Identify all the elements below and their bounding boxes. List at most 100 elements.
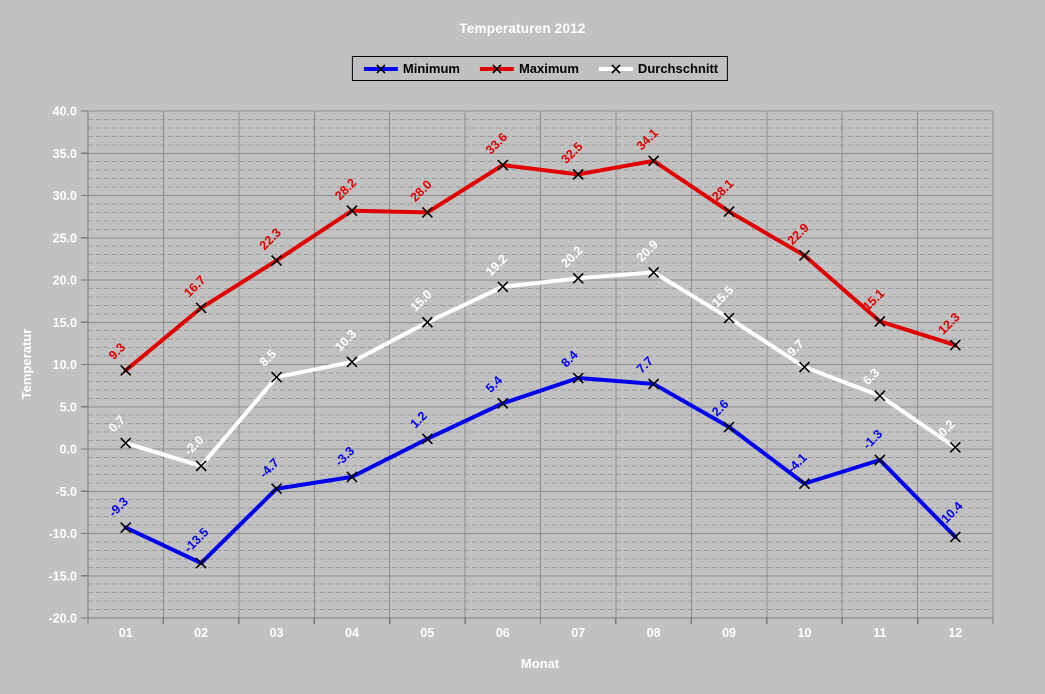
- y-tick-label: -20.0: [49, 612, 78, 626]
- x-tick-label: 03: [270, 626, 284, 640]
- x-marker-icon: [949, 531, 961, 543]
- data-label: -3.3: [332, 444, 357, 469]
- data-label: 20.2: [558, 243, 585, 270]
- x-marker-icon: [723, 312, 735, 324]
- x-marker-icon: [572, 272, 584, 284]
- x-marker-icon: [723, 205, 735, 218]
- x-tick-label: 12: [948, 626, 962, 640]
- axis-tick-labels: 40.0 35.0 30.0 25.0 20.0 15.0 10.0 5.0 0.0 -5.0 -1…: [49, 105, 963, 641]
- x-marker-icon: [270, 254, 283, 267]
- data-label: 8.4: [558, 348, 580, 370]
- data-label: 19.2: [483, 252, 510, 279]
- legend[interactable]: Minimum Maximum Durchschnitt: [351, 56, 729, 81]
- data-label: 6.3: [860, 366, 882, 388]
- data-label: 34.1: [634, 126, 661, 153]
- chart-title: Temperaturen 2012: [459, 21, 586, 36]
- x-tick-label: 04: [345, 626, 359, 640]
- legend-label-durchschnitt: Durchschnitt: [637, 61, 719, 76]
- x-marker-icon: [195, 557, 207, 569]
- data-label: 15.5: [709, 283, 736, 310]
- minimum-line-swatch: [363, 63, 398, 74]
- y-tick-label: 40.0: [53, 105, 77, 119]
- x-tick-label: 06: [496, 626, 510, 640]
- data-label: 16.7: [181, 273, 208, 300]
- data-label: 5.4: [483, 373, 505, 395]
- x-marker-icon: [195, 460, 207, 472]
- data-label: 1.2: [408, 409, 430, 431]
- y-tick-label: 35.0: [53, 147, 77, 161]
- series-line-maximum: [123, 158, 958, 373]
- y-axis-title: Temperatur: [19, 329, 34, 400]
- x-tick-label: 11: [873, 626, 886, 640]
- data-label: -4.7: [257, 456, 282, 481]
- x-marker-icon: [421, 206, 433, 218]
- x-tick-label: 10: [798, 626, 812, 640]
- data-label: 22.9: [785, 220, 812, 247]
- legend-label-maximum: Maximum: [518, 61, 579, 76]
- x-marker-icon: [270, 483, 283, 495]
- gridlines-vertical: [87, 111, 994, 618]
- y-tick-label: 10.0: [53, 358, 77, 372]
- axes: [81, 110, 994, 624]
- x-marker-icon: [346, 205, 358, 217]
- data-label: -10.4: [936, 499, 966, 529]
- x-marker-icon: [270, 371, 283, 383]
- series-line-minimum: [123, 376, 958, 566]
- data-label: 28.0: [408, 177, 435, 204]
- x-marker-icon: [874, 390, 886, 402]
- y-tick-label: 25.0: [53, 231, 77, 245]
- x-tick-label: 09: [722, 626, 736, 640]
- y-tick-label: -10.0: [49, 527, 78, 541]
- y-tick-label: -5.0: [55, 485, 77, 499]
- legend-item-maximum[interactable]: Maximum: [478, 61, 579, 76]
- x-axis-title: Monat: [521, 656, 560, 671]
- data-label: 8.5: [257, 347, 279, 369]
- x-marker-icon: [798, 249, 811, 262]
- y-tick-label: 5.0: [60, 400, 77, 414]
- x-tick-label: 08: [647, 626, 661, 640]
- x-marker-icon: [497, 159, 509, 171]
- data-label: 20.9: [634, 237, 661, 264]
- y-tick-label: 0.0: [60, 443, 77, 457]
- y-tick-label: 15.0: [53, 316, 77, 330]
- data-label: -2.0: [181, 433, 206, 458]
- x-marker-icon: [120, 364, 132, 376]
- data-label: 9.3: [106, 340, 128, 362]
- legend-item-durchschnitt[interactable]: Durchschnitt: [597, 61, 718, 76]
- x-marker-icon: [723, 421, 735, 433]
- x-marker-icon: [497, 281, 509, 293]
- legend-item-minimum[interactable]: Minimum: [362, 61, 460, 76]
- x-tick-label: 02: [194, 626, 208, 640]
- series-markers: [120, 155, 961, 569]
- x-marker-icon: [648, 378, 660, 390]
- series-line-durchschnitt: [123, 270, 958, 468]
- x-marker-icon: [492, 63, 502, 74]
- y-tick-label: -15.0: [49, 569, 78, 583]
- x-marker-icon: [497, 397, 509, 409]
- data-label: 28.2: [332, 176, 359, 203]
- data-label: -9.3: [106, 495, 131, 520]
- x-marker-icon: [949, 441, 961, 453]
- x-marker-icon: [611, 63, 621, 74]
- x-marker-icon: [949, 339, 961, 351]
- x-tick-label: 05: [420, 626, 434, 640]
- x-tick-label: 07: [571, 626, 585, 640]
- x-marker-icon: [798, 361, 811, 373]
- x-marker-icon: [648, 266, 660, 278]
- x-tick-label: 01: [119, 626, 133, 640]
- x-marker-icon: [195, 302, 207, 314]
- y-tick-label: 30.0: [53, 189, 77, 203]
- x-marker-icon: [376, 63, 386, 74]
- data-label: 32.5: [558, 139, 585, 166]
- y-tick-label: 20.0: [53, 274, 77, 288]
- x-marker-icon: [874, 454, 886, 466]
- data-label: 15.0: [408, 287, 435, 314]
- x-marker-icon: [874, 315, 886, 327]
- legend-label-minimum: Minimum: [402, 61, 460, 76]
- x-marker-icon: [798, 478, 811, 490]
- x-marker-icon: [572, 168, 584, 180]
- data-label: -1.3: [860, 427, 885, 452]
- durchschnitt-line-swatch: [598, 63, 633, 74]
